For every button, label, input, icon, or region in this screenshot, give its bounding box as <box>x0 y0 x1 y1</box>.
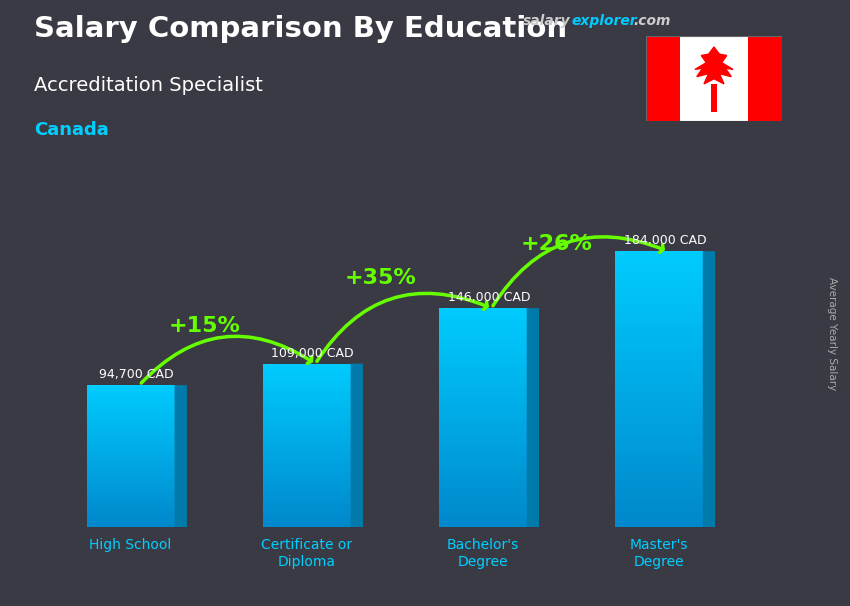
Polygon shape <box>350 364 363 527</box>
FancyArrowPatch shape <box>317 293 487 361</box>
Text: +15%: +15% <box>168 316 241 336</box>
Text: Salary Comparison By Education: Salary Comparison By Education <box>34 15 567 43</box>
Text: salary: salary <box>523 14 570 28</box>
Text: 184,000 CAD: 184,000 CAD <box>624 235 706 247</box>
Text: +35%: +35% <box>345 268 416 288</box>
Polygon shape <box>174 385 187 527</box>
FancyArrowPatch shape <box>493 237 663 306</box>
FancyArrowPatch shape <box>141 336 312 383</box>
Bar <box>748 36 782 121</box>
Text: 94,700 CAD: 94,700 CAD <box>99 368 174 381</box>
Polygon shape <box>703 251 715 527</box>
Text: 109,000 CAD: 109,000 CAD <box>271 347 354 360</box>
Text: Canada: Canada <box>34 121 109 139</box>
Polygon shape <box>695 47 733 84</box>
Bar <box>711 84 717 112</box>
Text: .com: .com <box>633 14 671 28</box>
Text: 146,000 CAD: 146,000 CAD <box>448 291 530 304</box>
Polygon shape <box>527 308 539 527</box>
Text: +26%: +26% <box>521 233 592 254</box>
Text: Average Yearly Salary: Average Yearly Salary <box>827 277 837 390</box>
Bar <box>646 36 680 121</box>
Text: Accreditation Specialist: Accreditation Specialist <box>34 76 263 95</box>
Text: explorer: explorer <box>571 14 637 28</box>
